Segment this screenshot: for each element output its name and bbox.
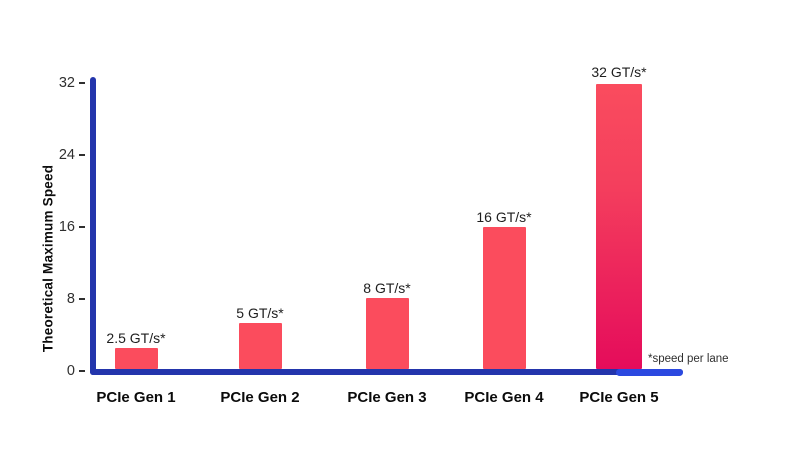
- bar-pcie-gen2: [239, 323, 282, 369]
- value-label-gen4: 16 GT/s*: [476, 209, 532, 225]
- value-label-gen1: 2.5 GT/s*: [106, 330, 166, 346]
- value-label-gen2: 5 GT/s*: [236, 305, 284, 321]
- tick-mark: [79, 226, 85, 228]
- y-tick-label: 16: [58, 219, 75, 235]
- x-axis-line: [90, 369, 683, 375]
- y-tick-24: 24: [30, 147, 85, 163]
- x-axis-line-end-segment: [616, 368, 683, 376]
- y-axis-line: [90, 77, 96, 375]
- x-category-gen2: PCIe Gen 2: [220, 389, 300, 406]
- value-label-gen5: 32 GT/s*: [591, 64, 647, 80]
- tick-mark: [79, 154, 85, 156]
- y-tick-16: 16: [30, 219, 85, 235]
- y-tick-label: 32: [58, 75, 75, 91]
- y-tick-label: 0: [66, 363, 75, 379]
- x-category-gen3: PCIe Gen 3: [347, 389, 427, 406]
- tick-mark: [79, 298, 85, 300]
- bar-pcie-gen3: [366, 298, 409, 369]
- y-tick-8: 8: [30, 291, 85, 307]
- y-tick-label: 24: [58, 147, 75, 163]
- tick-mark: [79, 370, 85, 372]
- bar-pcie-gen1: [115, 348, 158, 369]
- bar-pcie-gen5: [596, 84, 642, 369]
- x-category-gen1: PCIe Gen 1: [96, 389, 176, 406]
- y-tick-32: 32: [30, 75, 85, 91]
- bar-pcie-gen4: [483, 227, 526, 369]
- tick-mark: [79, 82, 85, 84]
- x-category-gen4: PCIe Gen 4: [464, 389, 544, 406]
- footnote-speed-per-lane: *speed per lane: [648, 353, 729, 365]
- x-category-gen5: PCIe Gen 5: [579, 389, 659, 406]
- y-tick-label: 8: [66, 291, 75, 307]
- y-tick-0: 0: [30, 363, 85, 379]
- value-label-gen3: 8 GT/s*: [363, 280, 411, 296]
